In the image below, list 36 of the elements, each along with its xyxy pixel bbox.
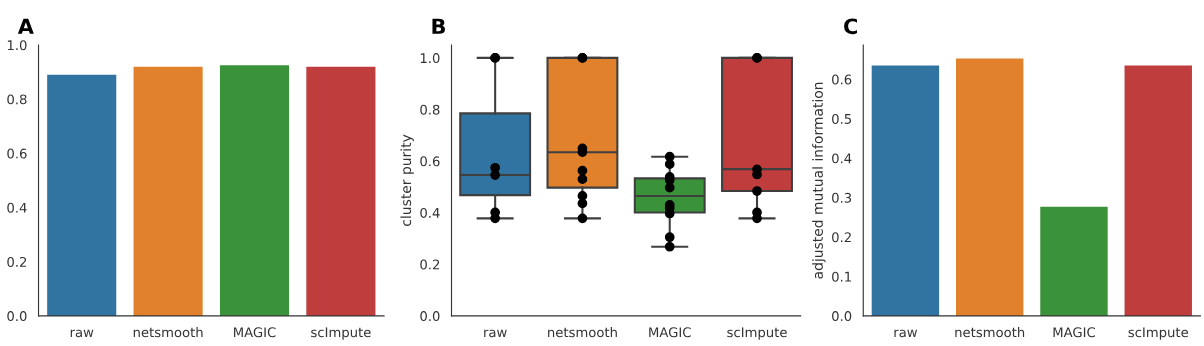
x-tick-label: netsmooth — [133, 327, 203, 338]
y-tick-label: 0.0 — [832, 311, 852, 322]
y-tick-label: 1.0 — [420, 53, 440, 64]
y-axis-title: adjusted mutual information — [812, 82, 826, 279]
y-tick-label: 0.4 — [420, 207, 440, 218]
x-tick-label: netsmooth — [548, 327, 617, 338]
y-tick-label: 1.0 — [7, 40, 27, 51]
y-tick-label: 0.6 — [832, 74, 852, 85]
y-tick-label: 0.4 — [7, 202, 27, 213]
x-tick-label: scImpute — [1128, 327, 1188, 340]
y-tick-label: 0.2 — [7, 256, 27, 267]
y-tick-label: 0.6 — [420, 156, 440, 167]
x-tick-label: scImpute — [311, 327, 371, 340]
y-axis-title: cluster purity — [400, 134, 414, 226]
y-tick-label: 0.3 — [832, 192, 852, 203]
y-tick-label: 0.1 — [832, 271, 851, 282]
x-tick-label: MAGIC — [234, 327, 276, 338]
chart-title: A — [17, 18, 34, 34]
y-tick-label: 0.0 — [7, 311, 27, 322]
y-tick-label: 0.6 — [7, 148, 27, 159]
y-tick-label: 0.2 — [832, 232, 851, 243]
y-tick-label: 0.2 — [420, 259, 440, 270]
chart-title: C — [844, 18, 857, 35]
y-tick-label: 0.8 — [420, 104, 440, 115]
chart-title: B — [432, 18, 445, 34]
x-tick-label: MAGIC — [649, 327, 691, 338]
x-tick-label: scImpute — [727, 327, 787, 340]
x-tick-label: raw — [70, 329, 94, 338]
y-tick-label: 0.4 — [832, 153, 852, 164]
y-tick-label: 0.8 — [7, 94, 27, 105]
x-tick-label: MAGIC — [1053, 327, 1096, 338]
x-tick-label: raw — [484, 329, 507, 338]
x-tick-label: netsmooth — [955, 327, 1025, 338]
x-tick-label: raw — [894, 329, 918, 338]
y-tick-label: 0.5 — [832, 113, 851, 124]
y-tick-label: 0.0 — [420, 311, 440, 322]
